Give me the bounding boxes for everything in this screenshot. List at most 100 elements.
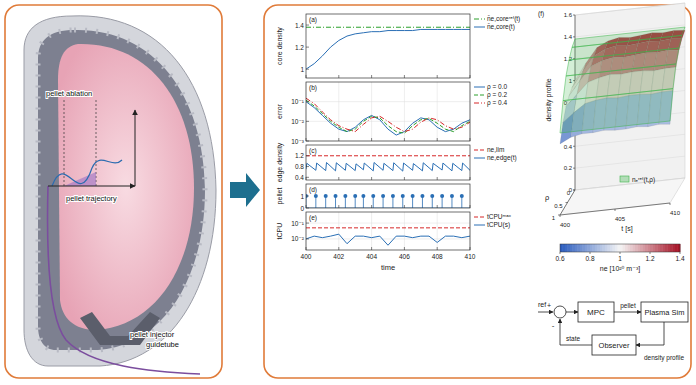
x-tick <box>437 75 438 78</box>
colorbar-step <box>598 244 601 252</box>
series-group <box>306 98 470 135</box>
x-tick <box>338 247 339 250</box>
legend-entry: tCPU(s) <box>487 221 510 229</box>
x-tick-label: 400 <box>301 253 312 260</box>
series-group <box>306 194 470 208</box>
x-tick <box>306 247 307 250</box>
y-tick <box>306 155 309 156</box>
colorbar-step <box>565 244 568 252</box>
grid-line <box>575 178 685 190</box>
colorbar-step <box>618 244 621 252</box>
t-tick-label: 400 <box>560 222 571 228</box>
y-tick-label: 1.4 <box>295 22 304 29</box>
stem-marker <box>420 194 424 198</box>
plot-frame <box>306 145 470 180</box>
x-tick <box>470 138 471 141</box>
y-axis-label: error <box>276 103 283 118</box>
block <box>578 302 614 322</box>
legend-swatch <box>474 150 485 151</box>
edge-label: ref <box>538 301 546 308</box>
colorbar-step <box>645 244 648 252</box>
colorbar-tick <box>680 252 681 254</box>
x-tick <box>404 75 405 78</box>
y-tick <box>306 69 309 70</box>
stem-marker <box>353 194 357 198</box>
colorbar-step <box>628 244 631 252</box>
plot-frame <box>306 14 470 78</box>
rho-tick-label: 1 <box>552 215 556 221</box>
y-tick-label: 1.2 <box>295 44 304 51</box>
guidetube <box>48 186 200 374</box>
colorbar-step <box>643 244 646 252</box>
y-tick-label: 0.4 <box>295 174 304 181</box>
colorbar-tick <box>620 252 621 254</box>
colorbar-step <box>630 244 633 252</box>
x-tick <box>371 75 372 78</box>
y-axis-label: tCPU <box>276 223 283 240</box>
sign: - <box>552 321 555 330</box>
colorbar-step <box>663 244 666 252</box>
y-axis-label: pellet <box>276 188 284 205</box>
legend-swatch <box>474 19 485 20</box>
plot-frame <box>306 82 470 141</box>
plasma <box>58 44 194 330</box>
colorbar-step <box>665 244 668 252</box>
stem-marker <box>334 194 338 198</box>
colorbar-step <box>648 244 651 252</box>
stem-marker <box>314 194 318 198</box>
block <box>592 335 636 355</box>
signal-line <box>664 322 665 345</box>
panel-title: (d) <box>309 186 317 194</box>
x-tick <box>371 205 372 208</box>
y-tick-label: 10⁻¹ <box>291 98 305 105</box>
illustration-label: pellet trajectory <box>66 194 117 203</box>
x-tick <box>306 138 307 141</box>
panel-title: (a) <box>309 16 317 24</box>
stem-marker <box>381 194 385 198</box>
series-line <box>306 100 470 133</box>
signal-line <box>614 312 641 313</box>
x-tick <box>306 205 307 208</box>
x-tick <box>437 138 438 141</box>
edge-label: density profile <box>644 354 684 362</box>
colorbar-step <box>585 244 588 252</box>
y-tick-label: 10⁻³ <box>291 138 305 145</box>
blanket <box>38 30 205 350</box>
colorbar-step <box>583 244 586 252</box>
colorbar-step <box>580 244 583 252</box>
pellet-trajectory <box>52 160 122 186</box>
panel-frame <box>264 5 691 378</box>
x-tick <box>338 205 339 208</box>
colorbar-step <box>615 244 618 252</box>
y-tick-label: 1 <box>300 66 304 73</box>
plot-frame <box>306 212 470 250</box>
rho-axis-label: ρ <box>545 193 549 202</box>
colorbar-step <box>633 244 636 252</box>
t-axis <box>560 203 670 215</box>
z-tick-label: 0.4 <box>564 144 573 150</box>
panel-title: (e) <box>309 214 317 222</box>
panel-frame <box>5 5 222 378</box>
colorbar-step <box>613 244 616 252</box>
grid-line <box>371 82 372 141</box>
stem-marker <box>401 194 405 198</box>
z-tick-label: 0.2 <box>564 165 573 171</box>
illustration-label: guidetube <box>146 340 179 349</box>
legend-swatch <box>474 87 485 88</box>
sign: + <box>547 302 551 309</box>
grid-line <box>575 156 685 168</box>
y-tick <box>306 166 309 167</box>
edge-label: state <box>566 335 580 342</box>
series-line <box>306 27 470 28</box>
colorbar-step <box>570 244 573 252</box>
x-tick <box>338 177 339 180</box>
legend-entry: ne,lim <box>487 146 504 153</box>
colorbar-step <box>595 244 598 252</box>
panel-title: (c) <box>309 147 317 155</box>
colorbar-step <box>568 244 571 252</box>
y-tick <box>306 196 309 197</box>
legend-entry: ne,edge(t) <box>487 154 517 162</box>
stem-marker <box>430 194 434 198</box>
reference-surface <box>560 89 673 133</box>
colorbar-label: ne [10²⁰ m⁻³] <box>600 265 640 273</box>
